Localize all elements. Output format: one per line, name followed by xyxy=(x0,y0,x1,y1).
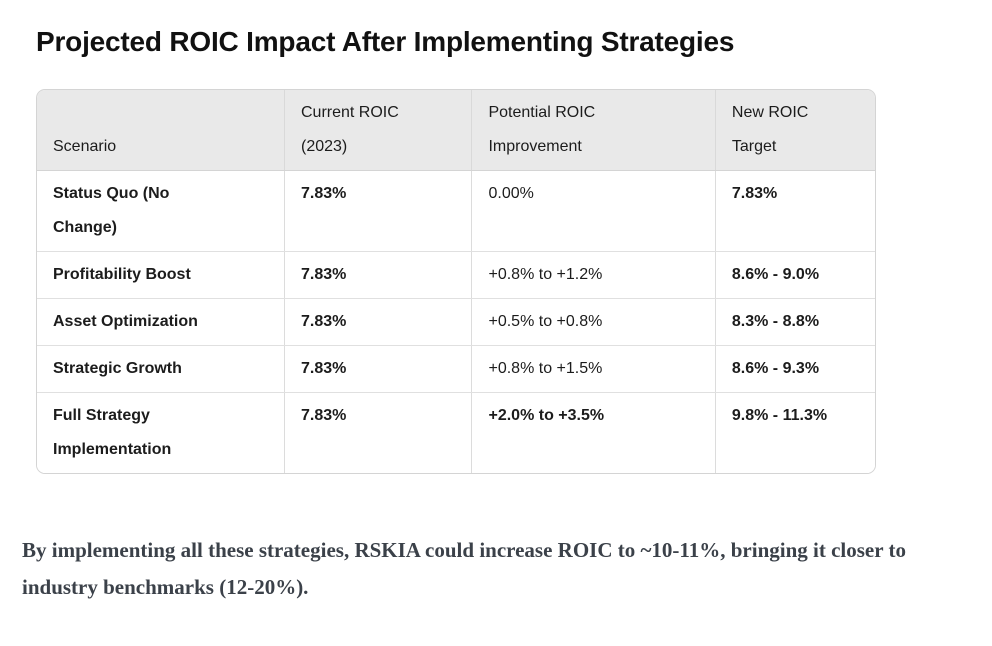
table-row: Full Strategy Implementation 7.83% +2.0%… xyxy=(37,392,875,473)
roic-projection-table: Scenario Current ROIC (2023) Potential R… xyxy=(36,89,876,474)
cell-current-roic: 7.83% xyxy=(284,251,473,299)
table-row: Status Quo (No Change) 7.83% 0.00% 7.83% xyxy=(37,170,875,252)
column-header-new-target: New ROIC Target xyxy=(715,90,875,171)
column-header-label: Current ROIC (2023) xyxy=(301,104,399,155)
cell-potential-improvement: +0.8% to +1.5% xyxy=(471,345,716,393)
cell-potential-improvement: +2.0% to +3.5% xyxy=(471,392,716,473)
cell-scenario: Full Strategy Implementation xyxy=(37,392,285,473)
cell-potential-improvement: +0.5% to +0.8% xyxy=(471,298,716,346)
cell-new-roic-target: 8.6% - 9.3% xyxy=(715,345,875,393)
scenario-label: Full Strategy Implementation xyxy=(53,407,172,458)
cell-potential-improvement: 0.00% xyxy=(471,170,716,252)
scenario-label: Strategic Growth xyxy=(53,360,182,377)
document-page: Projected ROIC Impact After Implementing… xyxy=(0,20,992,646)
cell-new-roic-target: 9.8% - 11.3% xyxy=(715,392,875,473)
cell-current-roic: 7.83% xyxy=(284,170,473,252)
cell-new-roic-target: 8.3% - 8.8% xyxy=(715,298,875,346)
cell-scenario: Status Quo (No Change) xyxy=(37,170,285,252)
table-row: Strategic Growth 7.83% +0.8% to +1.5% 8.… xyxy=(37,345,875,393)
column-header-potential-improvement: Potential ROIC Improvement xyxy=(471,90,716,171)
cell-new-roic-target: 7.83% xyxy=(715,170,875,252)
cell-new-roic-target: 8.6% - 9.0% xyxy=(715,251,875,299)
scenario-label: Profitability Boost xyxy=(53,266,191,283)
column-header-label: Scenario xyxy=(53,138,117,155)
cell-scenario: Profitability Boost xyxy=(37,251,285,299)
table-body: Status Quo (No Change) 7.83% 0.00% 7.83%… xyxy=(37,170,875,473)
summary-paragraph: By implementing all these strategies, RS… xyxy=(22,538,906,599)
table-row: Profitability Boost 7.83% +0.8% to +1.2%… xyxy=(37,251,875,299)
column-header-scenario: Scenario xyxy=(37,90,285,171)
cell-current-roic: 7.83% xyxy=(284,392,473,473)
cell-scenario: Asset Optimization xyxy=(37,298,285,346)
page-title: Projected ROIC Impact After Implementing… xyxy=(36,26,735,57)
cell-potential-improvement: +0.8% to +1.2% xyxy=(471,251,716,299)
cell-current-roic: 7.83% xyxy=(284,345,473,393)
table-header-row: Scenario Current ROIC (2023) Potential R… xyxy=(37,90,875,171)
cell-scenario: Strategic Growth xyxy=(37,345,285,393)
cell-current-roic: 7.83% xyxy=(284,298,473,346)
column-header-label: New ROIC Target xyxy=(731,104,809,155)
table-row: Asset Optimization 7.83% +0.5% to +0.8% … xyxy=(37,298,875,346)
scenario-label: Status Quo (No Change) xyxy=(53,185,170,236)
column-header-label: Potential ROIC Improvement xyxy=(488,104,596,155)
column-header-current-roic: Current ROIC (2023) xyxy=(284,90,473,171)
scenario-label: Asset Optimization xyxy=(53,313,198,330)
